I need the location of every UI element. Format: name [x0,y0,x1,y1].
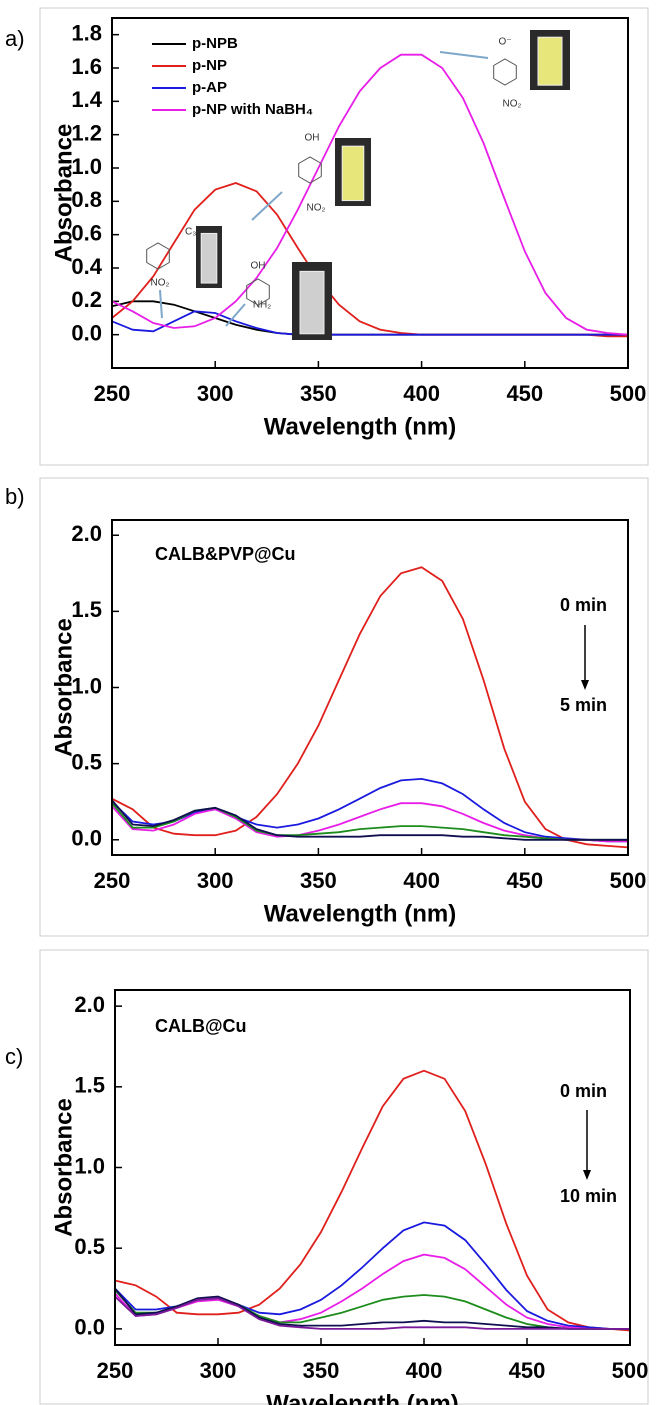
y-tick-label: 0.6 [71,220,102,245]
pointer-arrow [439,51,489,59]
data-line [111,53,629,336]
data-line [114,1287,630,1330]
data-line [111,799,628,841]
plot-frame [114,989,631,1346]
x-tick-label: 450 [506,381,543,406]
panel-box [39,477,649,937]
y-tick-label: 0.0 [71,826,102,851]
structure-label: O⁻ [498,37,511,48]
x-tick-label: 400 [406,1358,443,1383]
legend-label: p-AP [192,79,227,96]
y-tick-label: 0.0 [71,320,102,345]
structure-label: NO₂ [151,278,170,289]
x-axis-title: Wavelength (nm) [266,1390,458,1405]
x-tick-label: 500 [610,868,647,893]
pointer-arrow [225,303,246,327]
plot-frame [111,519,629,856]
cuvette [341,145,365,202]
x-tick-label: 400 [403,868,440,893]
y-axis-title: Absorbance [50,1098,77,1237]
benzene-ring [298,156,322,184]
y-tick-label: 1.0 [74,1153,105,1178]
benzene-ring [146,242,170,270]
x-tick-label: 500 [612,1358,649,1383]
x-tick-label: 300 [197,381,234,406]
y-tick-label: 0.5 [74,1234,105,1259]
x-tick-label: 450 [506,868,543,893]
y-tick-label: 1.4 [71,87,102,112]
x-tick-label: 300 [200,1358,237,1383]
data-line [114,1253,630,1330]
x-tick-label: 500 [610,381,647,406]
x-tick-label: 250 [94,868,131,893]
y-tick-label: 1.0 [71,154,102,179]
annotation: CALB&PVP@Cu [155,544,296,564]
legend-label: p-NPB [192,35,238,52]
structure-label: NO₂ [307,203,326,214]
data-line [111,777,628,843]
x-tick-label: 350 [300,381,337,406]
data-line [111,300,628,336]
y-tick-label: 1.5 [74,1073,105,1098]
y-tick-label: 1.5 [71,597,102,622]
y-tick-label: 1.2 [71,120,102,145]
structure-label: OH [305,133,320,144]
panel-label: b) [5,484,25,509]
structure-label: NH₂ [253,300,271,311]
cuvette [299,270,325,335]
y-tick-label: 2.0 [71,521,102,546]
x-axis-title: Wavelength (nm) [264,413,456,440]
legend-label: p-NP [192,57,227,74]
data-line [111,310,628,336]
x-tick-label: 250 [97,1358,134,1383]
y-tick-label: 0.5 [71,749,102,774]
data-line [111,566,629,849]
data-line [114,1069,631,1332]
legend-label: p-NP with NaBH₄ [192,101,313,118]
x-tick-label: 350 [300,868,337,893]
structure-label: OH [251,261,266,272]
x-tick-label: 250 [94,381,131,406]
cuvette [200,232,218,284]
annotation: CALB@Cu [155,1016,247,1036]
pointer-arrow [159,289,163,319]
x-tick-label: 300 [197,868,234,893]
annotation: 0 min [560,1081,607,1101]
y-tick-label: 0.2 [71,287,102,312]
y-tick-label: 1.0 [71,673,102,698]
benzene-ring [246,278,270,306]
y-axis-title: Absorbance [50,618,77,757]
annotation: 10 min [560,1186,617,1206]
y-tick-label: 0.8 [71,187,102,212]
pointer-arrow [251,191,283,221]
structure-label: NO₂ [503,99,522,110]
cuvette [537,36,563,86]
y-tick-label: 0.0 [74,1315,105,1340]
x-tick-label: 450 [509,1358,546,1383]
y-tick-label: 0.4 [71,254,102,279]
x-tick-label: 400 [403,381,440,406]
panel-label: c) [5,1044,23,1069]
annotation: 5 min [560,695,607,715]
panel-box [39,949,649,1405]
x-tick-label: 350 [303,1358,340,1383]
arrow-head [581,680,589,690]
x-axis-title: Wavelength (nm) [264,900,456,927]
y-tick-label: 1.6 [71,54,102,79]
panel-box [39,7,649,466]
annotation: 0 min [560,595,607,615]
panel-label: a) [5,26,25,51]
y-tick-label: 1.8 [71,20,102,45]
data-line [114,1295,630,1330]
y-axis-title: Absorbance [50,124,77,263]
plot-frame [111,17,629,369]
arrow-head [583,1170,591,1180]
y-tick-label: 2.0 [74,992,105,1017]
benzene-ring [493,58,517,86]
